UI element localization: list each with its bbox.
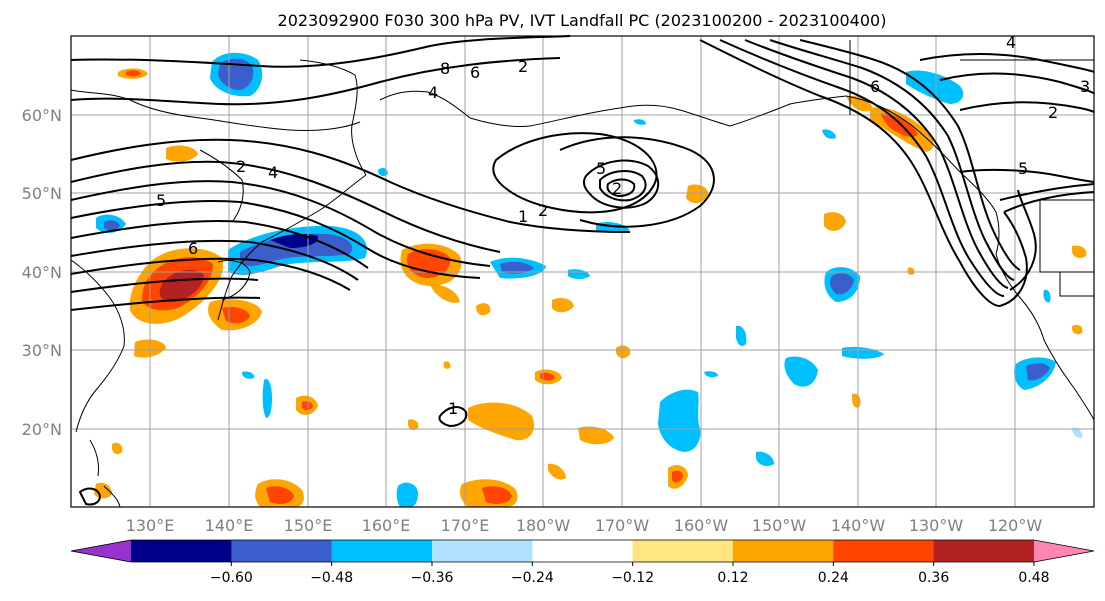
colorbar-segment [833,540,935,562]
contour-label: 2 [538,201,548,220]
lon-label: 150°E [284,516,333,535]
lon-label: 150°W [752,516,807,535]
contour-label: 5 [596,159,606,178]
colorbar-tick-label: −0.60 [210,570,253,586]
negative-anomaly-areas [96,52,1083,507]
contour-label: 6 [870,77,880,96]
contour-label: 2 [612,179,622,198]
chart-title: 2023092900 F030 300 hPa PV, IVT Landfall… [278,11,887,30]
contour-label: 8 [440,59,450,78]
contour-label: 5 [1018,159,1028,178]
contour-label: 1 [448,399,458,418]
colorbar-extension-max [1034,540,1094,562]
lat-label: 60°N [22,106,62,125]
colorbar-outline [70,539,1095,563]
contour-label: 6 [188,239,198,258]
colorbar-segment [131,540,232,562]
lon-label: 140°W [831,516,886,535]
colorbar-segment [231,540,333,562]
lon-label: 180°W [516,516,571,535]
positive-anomaly-areas [94,68,1087,507]
map-panel: 8 6 4 2 5 4 2 1 2 2 5 6 2 3 4 6 5 1 [70,33,1095,508]
colorbar-segment [432,540,533,562]
colorbar-tick-label: −0.24 [511,570,554,586]
pv-contours [70,35,1095,506]
lon-label: 130°E [126,516,175,535]
colorbar-tick-label: 0.12 [717,570,748,586]
colorbar-tick-label: −0.48 [310,570,353,586]
colorbar-tick-label: 0.48 [1018,570,1049,586]
colorbar-segment [331,540,433,562]
longitude-labels: 130°E 140°E 150°E 160°E 170°E 180°W 170°… [126,516,1043,535]
latitude-labels: 60°N 50°N 40°N 30°N 20°N [22,106,62,439]
contour-label: 2 [1048,103,1058,122]
lat-label: 30°N [22,341,62,360]
lon-label: 160°W [674,516,729,535]
colorbar-segment [733,540,834,562]
lon-label: 140°E [205,516,254,535]
colorbar-segment [532,540,634,562]
contour-label: 1 [518,207,528,226]
colorbar-segment [933,540,1035,562]
lat-label: 50°N [22,184,62,203]
contour-label: 5 [156,191,166,210]
contour-label: 6 [470,63,480,82]
colorbar-segment [632,540,734,562]
contour-label: 4 [1006,33,1016,52]
colorbar-tick-label: −0.36 [411,570,454,586]
lon-label: 170°W [595,516,650,535]
lon-label: 120°W [988,516,1043,535]
lon-label: 130°W [909,516,964,535]
colorbar-extension-min [71,540,131,562]
lon-label: 160°E [362,516,411,535]
contour-label: 3 [1080,77,1090,96]
colorbar-tick-label: 0.36 [918,570,949,586]
contour-label: 4 [268,163,278,182]
colorbar-tick-label: −0.12 [611,570,654,586]
lat-label: 40°N [22,263,62,282]
contour-label: 2 [236,157,246,176]
contour-label: 4 [428,83,438,102]
contour-labels: 8 6 4 2 5 4 2 1 2 2 5 6 2 3 4 6 5 1 [156,33,1090,418]
lat-label: 20°N [22,420,62,439]
colorbar: −0.60 −0.48 −0.36 −0.24 −0.12 0.12 0.24 0.36 0.4… [70,539,1095,586]
map-frame [70,35,1095,508]
colorbar-tick-label: 0.24 [818,570,849,586]
shaded-anomalies [94,52,1087,507]
contour-label: 2 [518,57,528,76]
lon-label: 170°E [441,516,490,535]
